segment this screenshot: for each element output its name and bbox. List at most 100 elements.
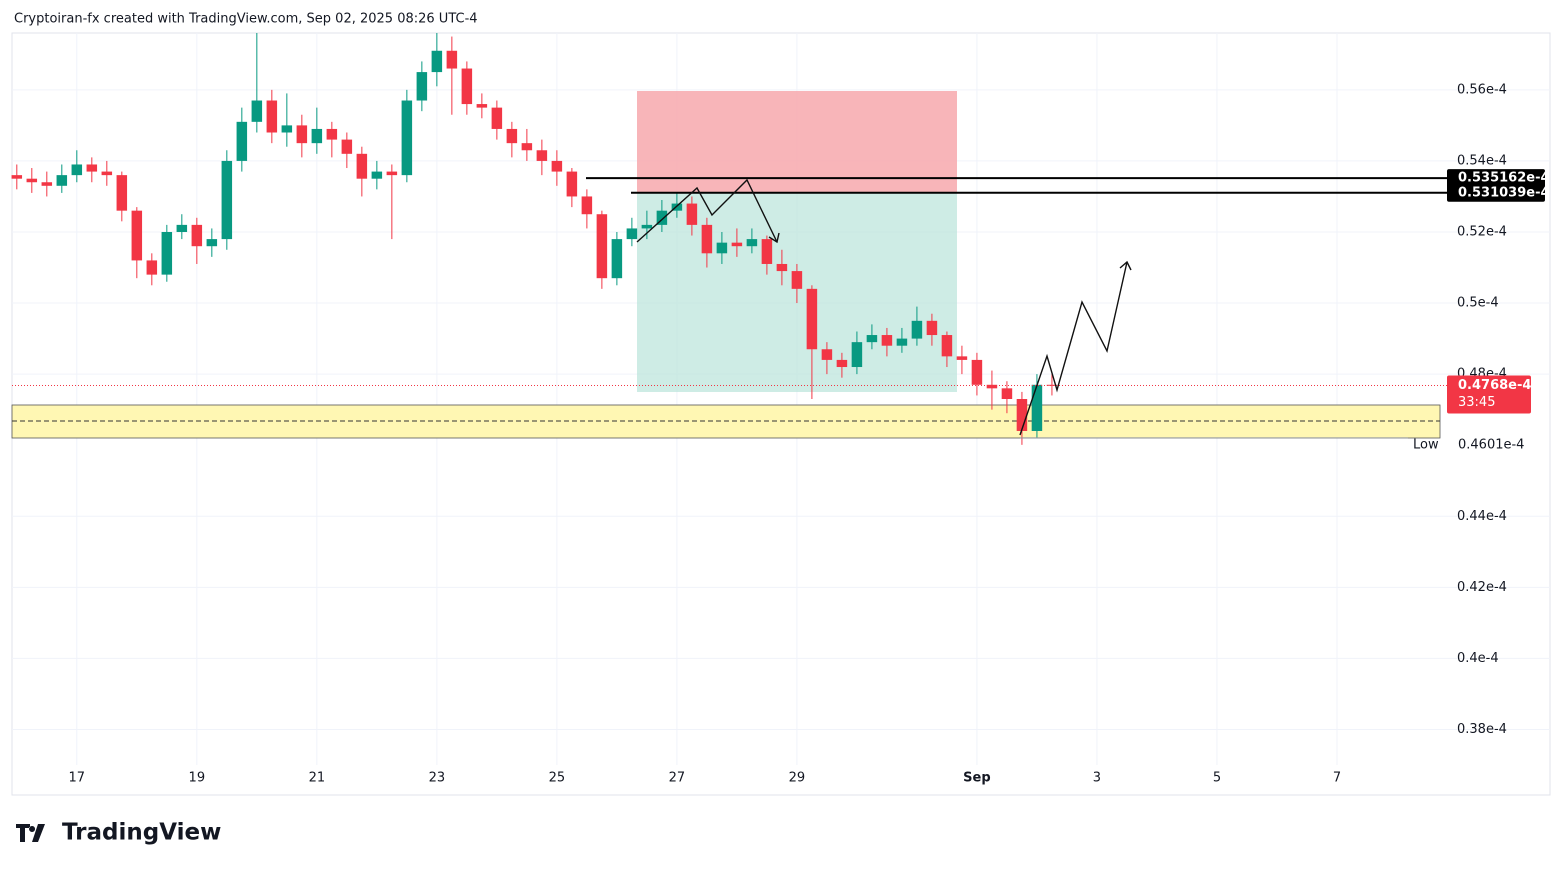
x-tick-label: 17 — [69, 771, 86, 786]
countdown: 33:45 — [1458, 395, 1495, 410]
candle-body — [461, 68, 473, 105]
x-tick-label: 5 — [1213, 771, 1221, 786]
candle-body — [881, 335, 893, 346]
candle-body — [866, 335, 878, 343]
candle-body — [71, 164, 83, 176]
candle-body — [806, 288, 818, 350]
candle-body — [86, 164, 98, 172]
y-tick-label: 0.5e-4 — [1457, 296, 1499, 311]
candle-body — [11, 175, 23, 179]
level-badge — [1447, 183, 1545, 202]
candle-body — [716, 242, 728, 254]
candle-body — [791, 271, 803, 289]
candle-body — [596, 214, 608, 279]
x-tick-label: 21 — [309, 771, 326, 786]
candle-body — [191, 224, 203, 247]
candle-body — [356, 153, 368, 179]
candle-body — [611, 239, 623, 279]
candle-body — [956, 356, 968, 360]
candle-body — [206, 239, 218, 247]
candle-body — [446, 50, 458, 69]
candle-body — [821, 349, 833, 360]
candle-body — [221, 160, 233, 240]
candle-body — [176, 224, 188, 232]
drawn-path — [1019, 261, 1128, 436]
candle-body — [56, 175, 68, 186]
candle-body — [656, 210, 668, 225]
x-tick-label: 3 — [1093, 771, 1101, 786]
candle-body — [1001, 388, 1013, 399]
arrow-head — [1119, 260, 1132, 271]
candle-body — [26, 178, 38, 183]
candle-body — [281, 125, 293, 133]
level-label: 0.535162e-4 — [1458, 171, 1550, 186]
level-label: 0.531039e-4 — [1458, 185, 1550, 200]
candle-body — [116, 175, 128, 211]
x-tick-label: 23 — [429, 771, 446, 786]
y-tick-label: 0.44e-4 — [1457, 509, 1507, 524]
candle-body — [401, 100, 413, 176]
low-name: Low — [1413, 437, 1439, 452]
candle-body — [386, 171, 398, 176]
last-price-badge — [1447, 375, 1531, 414]
x-tick-label: 29 — [789, 771, 806, 786]
candle-body — [236, 121, 248, 161]
x-tick-label: 27 — [669, 771, 686, 786]
candle-body — [101, 171, 113, 176]
candle-body — [746, 239, 758, 247]
candle-body — [506, 128, 518, 144]
brand: TradingView — [62, 820, 221, 846]
candle-body — [536, 150, 548, 161]
forecast-paths — [636, 178, 1132, 436]
candle-body — [1031, 384, 1043, 431]
candle-body — [131, 210, 143, 261]
candle-body — [161, 231, 173, 275]
drawn-path — [636, 178, 778, 243]
candle-body — [1016, 399, 1028, 431]
low-label: 0.4601e-4 — [1458, 437, 1524, 452]
x-tick-label: 25 — [549, 771, 566, 786]
y-tick-label: 0.42e-4 — [1457, 580, 1507, 595]
candle-body — [941, 335, 953, 357]
candle-body — [701, 224, 713, 254]
candle-body — [836, 359, 848, 368]
candle-body — [566, 171, 578, 197]
candle-body — [896, 338, 908, 346]
y-tick-label: 0.54e-4 — [1457, 153, 1507, 168]
y-tick-label: 0.56e-4 — [1457, 82, 1507, 97]
candle-body — [926, 320, 938, 336]
candle-body — [431, 50, 443, 73]
level-badge — [1447, 169, 1545, 188]
candle-body — [311, 128, 323, 144]
candle-body — [341, 139, 353, 154]
candle-body — [1046, 384, 1058, 386]
candle-body — [581, 196, 593, 215]
candle-body — [671, 203, 683, 211]
candle-body — [731, 242, 743, 247]
logo-mark — [16, 824, 45, 842]
x-tick-label: 19 — [189, 771, 206, 786]
candle-body — [266, 100, 278, 133]
candle-body — [911, 320, 923, 339]
y-tick-label: 0.38e-4 — [1457, 722, 1507, 737]
candle-body — [686, 203, 698, 225]
candle-body — [491, 107, 503, 129]
candle-body — [476, 104, 488, 108]
x-tick-label: Sep — [963, 771, 991, 786]
candle-body — [626, 228, 638, 240]
candle-body — [776, 263, 788, 272]
candle-body — [41, 182, 53, 186]
stop-zone — [637, 91, 957, 192]
candle-body — [851, 342, 863, 368]
candle-body — [416, 72, 428, 101]
last-price-label: 0.4768e-4 — [1458, 378, 1531, 393]
candle-body — [986, 384, 998, 389]
x-tick-label: 7 — [1333, 771, 1341, 786]
arrow-head — [768, 232, 780, 244]
candle-body — [146, 260, 158, 275]
candle-body — [296, 125, 308, 144]
candle-body — [551, 160, 563, 172]
y-tick-label: 0.4e-4 — [1457, 651, 1499, 666]
header: Cryptoiran-fx created with TradingView.c… — [14, 12, 478, 27]
